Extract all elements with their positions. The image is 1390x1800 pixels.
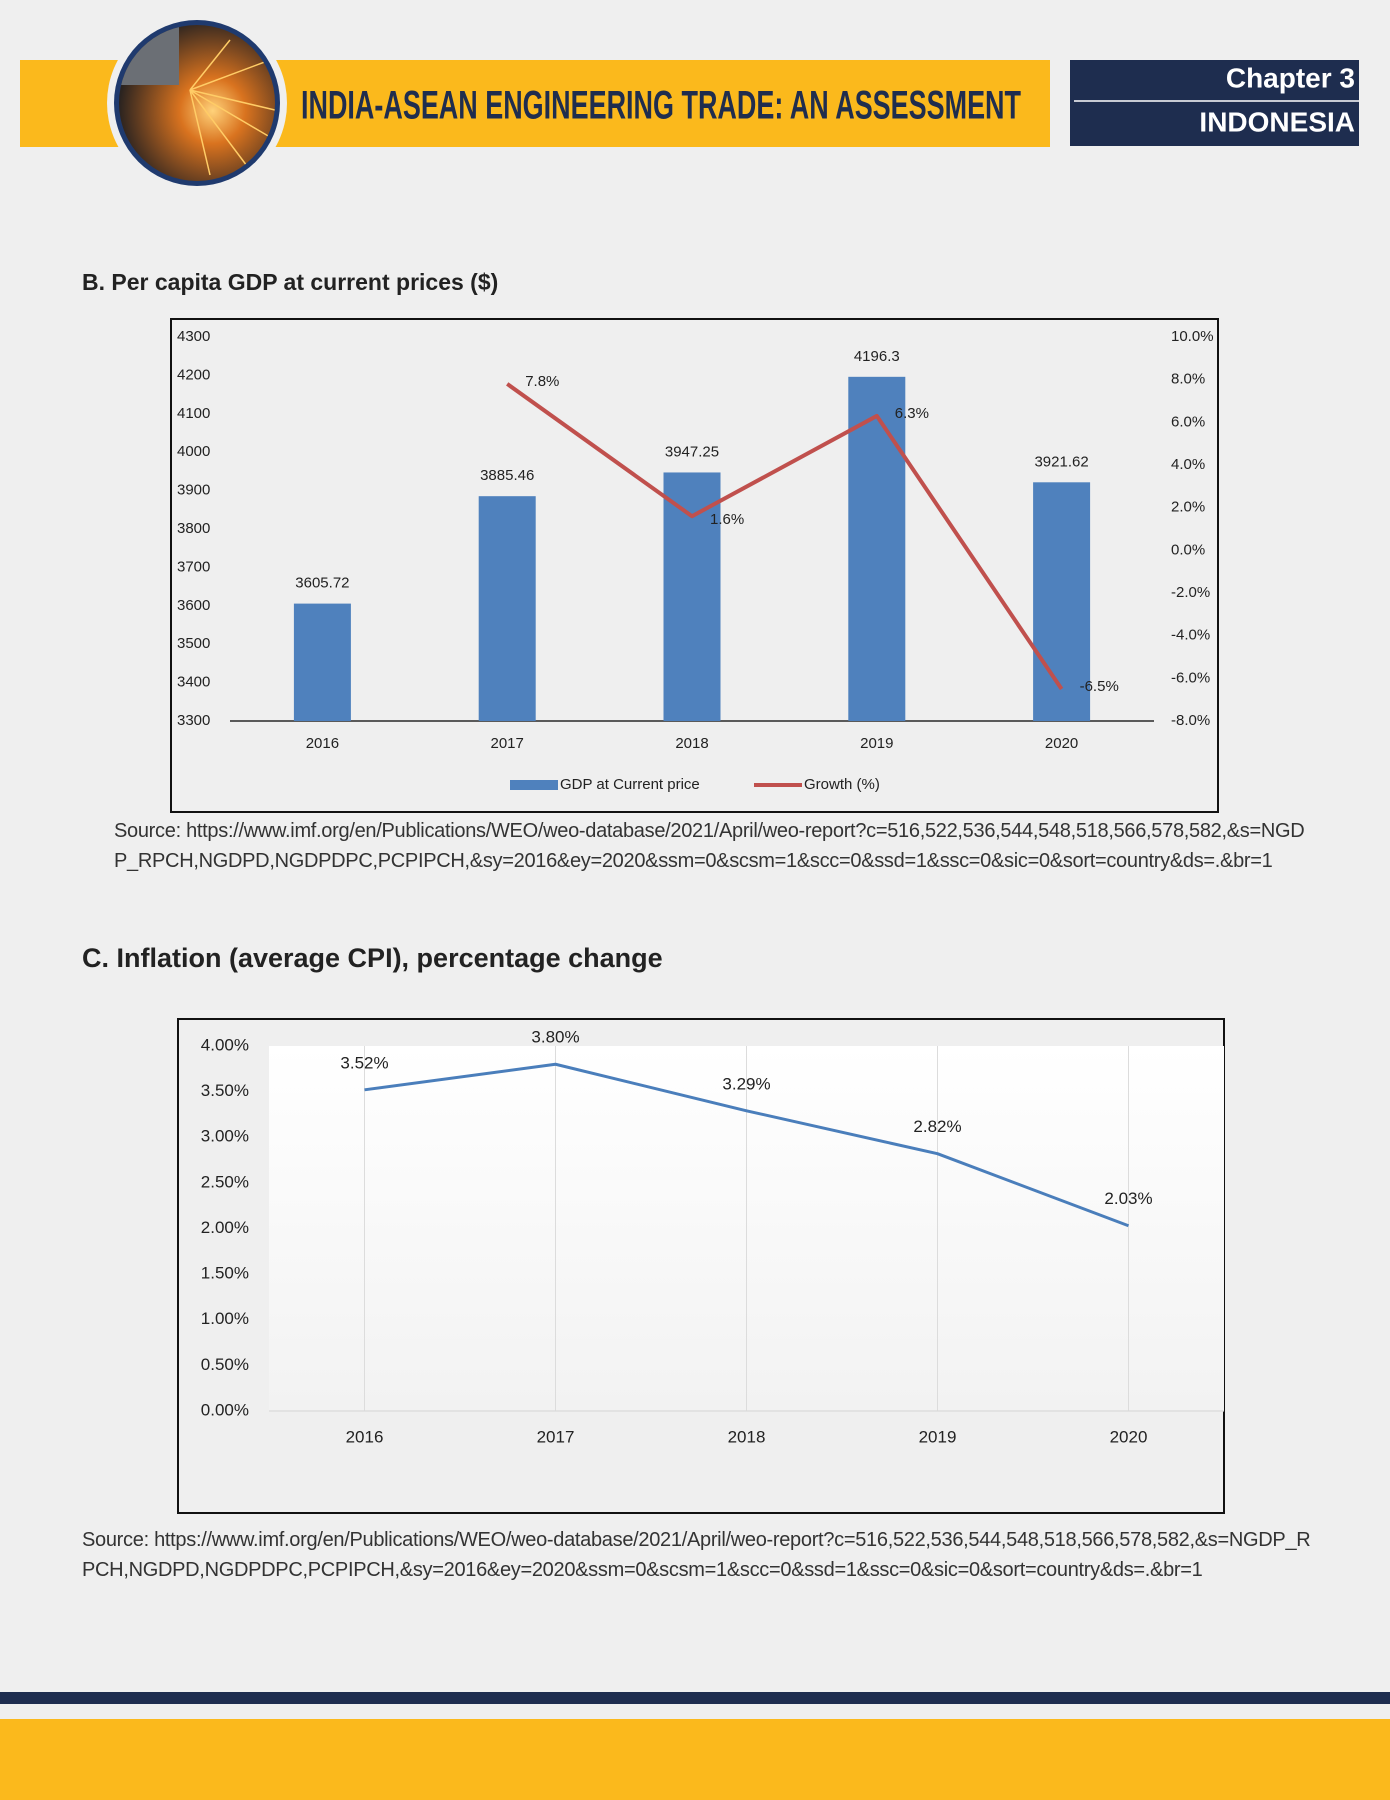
- y-tick-label: 2.00%: [201, 1218, 249, 1237]
- x-tick-label: 2019: [919, 1427, 957, 1446]
- source-note: Source: https://www.imf.org/en/Publicati…: [82, 1529, 1311, 1581]
- legend-swatch: [510, 780, 558, 790]
- bar: [1033, 482, 1091, 721]
- y-tick-label: 3800: [177, 520, 210, 537]
- legend-label: GDP at Current price: [560, 776, 700, 793]
- data-label: 3605.72: [295, 575, 349, 592]
- logo-image: [119, 25, 275, 181]
- data-label: 2.03%: [1104, 1189, 1152, 1208]
- y-tick-label: 4.00%: [201, 1035, 249, 1054]
- y2-tick-label: -6.0%: [1171, 669, 1210, 686]
- x-tick-label: 2017: [491, 735, 524, 752]
- y-tick-label: 3400: [177, 674, 210, 691]
- y-tick-label: 3700: [177, 558, 210, 575]
- y2-tick-label: -8.0%: [1171, 712, 1210, 729]
- line: [506, 382, 1064, 691]
- footer-band: [0, 1719, 1390, 1800]
- y2-tick-label: 0.0%: [1171, 541, 1205, 558]
- chapter-box: [1070, 60, 1359, 146]
- y-tick-label: 4300: [177, 328, 210, 345]
- data-label: -6.5%: [1080, 678, 1119, 695]
- footer-rule: [0, 1692, 1390, 1704]
- bar: [293, 603, 351, 721]
- legend-label: Growth (%): [804, 776, 880, 793]
- data-label: 1.6%: [710, 511, 744, 528]
- y-tick-label: 4000: [177, 443, 210, 460]
- chapter-label: Chapter 3: [1226, 62, 1355, 93]
- y2-tick-label: -4.0%: [1171, 627, 1210, 644]
- y-tick-label: 3500: [177, 635, 210, 652]
- data-label: 6.3%: [895, 405, 929, 422]
- x-tick-label: 2019: [860, 735, 893, 752]
- y2-tick-label: 4.0%: [1171, 456, 1205, 473]
- data-label: 3947.25: [665, 443, 719, 460]
- y-tick-label: 1.00%: [201, 1309, 249, 1328]
- x-tick-label: 2018: [675, 735, 708, 752]
- y-tick-label: 0.00%: [201, 1400, 249, 1419]
- y-tick-label: 3900: [177, 482, 210, 499]
- data-label: 3.29%: [722, 1074, 770, 1093]
- x-tick-label: 2016: [346, 1427, 384, 1446]
- bar: [663, 472, 721, 721]
- x-tick-label: 2017: [537, 1427, 575, 1446]
- y2-tick-label: 2.0%: [1171, 499, 1205, 516]
- y-tick-label: 3600: [177, 597, 210, 614]
- data-label: 3.52%: [340, 1053, 388, 1072]
- section-title: C. Inflation (average CPI), percentage c…: [82, 943, 663, 973]
- source-note: Source: https://www.imf.org/en/Publicati…: [114, 820, 1305, 872]
- y-tick-label: 4100: [177, 405, 210, 422]
- data-label: 3885.46: [480, 467, 534, 484]
- y-tick-label: 3.50%: [201, 1081, 249, 1100]
- chart: 3300 3400 3500 3600 3700 3800 3900 4000 4100 4200…: [177, 328, 1214, 793]
- y2-tick-label: -2.0%: [1171, 584, 1210, 601]
- document-title: INDIA-ASEAN ENGINEERING TRADE: AN ASSESS…: [301, 84, 1021, 128]
- y-tick-label: 3.00%: [201, 1127, 249, 1146]
- x-tick-label: 2016: [306, 735, 339, 752]
- chart: 0.00% 0.50% 1.00% 1.50% 2.00% 2.50% 3.00% 3.50%…: [201, 1028, 1224, 1446]
- y-tick-label: 4200: [177, 366, 210, 383]
- y2-tick-label: 6.0%: [1171, 413, 1205, 430]
- x-tick-label: 2020: [1045, 735, 1078, 752]
- data-label: 3921.62: [1034, 453, 1088, 470]
- x-tick-label: 2020: [1110, 1427, 1148, 1446]
- y-tick-label: 0.50%: [201, 1355, 249, 1374]
- y2-tick-label: 10.0%: [1171, 328, 1214, 345]
- line: [364, 1062, 1130, 1228]
- x-tick-label: 2018: [728, 1427, 766, 1446]
- y-tick-label: 1.50%: [201, 1264, 249, 1283]
- y-tick-label: 3300: [177, 712, 210, 729]
- bar: [478, 496, 536, 721]
- data-label: 2.82%: [913, 1117, 961, 1136]
- section-title: B. Per capita GDP at current prices ($): [82, 269, 498, 295]
- country-label: INDONESIA: [1199, 106, 1355, 137]
- y2-tick-label: 8.0%: [1171, 371, 1205, 388]
- bar: [848, 376, 906, 721]
- y-tick-label: 2.50%: [201, 1172, 249, 1191]
- data-label: 3.80%: [531, 1028, 579, 1047]
- data-label: 7.8%: [525, 373, 559, 390]
- data-label: 4196.3: [854, 348, 900, 365]
